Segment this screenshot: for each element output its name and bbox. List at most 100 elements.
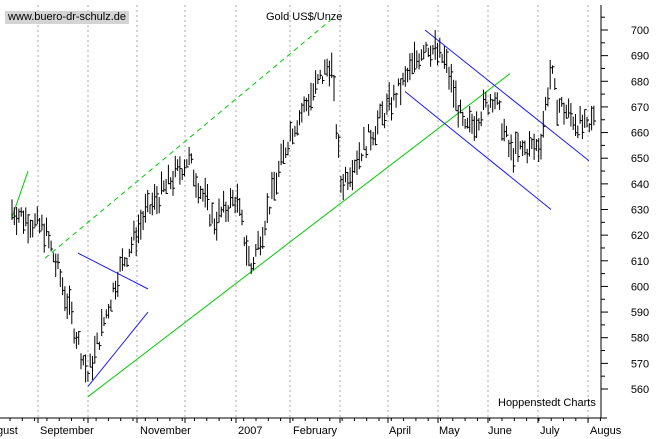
price-bar bbox=[453, 79, 456, 108]
price-bar bbox=[326, 58, 330, 77]
price-bar bbox=[331, 52, 334, 78]
price-bar bbox=[188, 146, 192, 166]
price-bar bbox=[402, 72, 405, 86]
price-bar bbox=[55, 253, 58, 278]
price-bar bbox=[584, 109, 587, 128]
price-bar bbox=[299, 110, 302, 126]
price-bar bbox=[588, 123, 592, 133]
price-bar bbox=[96, 332, 100, 345]
price-bar bbox=[501, 123, 504, 141]
price-bar bbox=[510, 134, 514, 161]
price-bar bbox=[257, 230, 261, 250]
y-tick-label: 560 bbox=[631, 384, 649, 396]
price-bar bbox=[540, 133, 543, 160]
price-bar bbox=[450, 63, 454, 93]
trendline-long-term-uptrend-support bbox=[87, 73, 511, 398]
price-bar bbox=[207, 184, 210, 211]
price-bar bbox=[356, 150, 359, 175]
price-bar bbox=[480, 111, 484, 127]
price-bar bbox=[296, 120, 300, 136]
price-bar bbox=[529, 131, 532, 157]
chart-title: Gold US$/Unze bbox=[266, 11, 343, 23]
price-bar bbox=[220, 206, 224, 218]
x-tick-label: April bbox=[389, 425, 411, 437]
price-bar bbox=[494, 92, 497, 110]
x-tick-label: November bbox=[140, 425, 191, 437]
price-bar bbox=[264, 220, 267, 236]
price-bar bbox=[234, 196, 238, 214]
price-bar bbox=[186, 159, 189, 168]
price-bar bbox=[358, 142, 362, 170]
price-bar bbox=[439, 37, 442, 58]
price-bar bbox=[483, 89, 486, 110]
trendline-downtrend-lower bbox=[404, 91, 552, 210]
y-tick-label: 620 bbox=[631, 230, 649, 242]
price-bar bbox=[13, 207, 17, 226]
y-tick-label: 580 bbox=[631, 333, 649, 345]
price-bar bbox=[506, 125, 509, 138]
price-bar bbox=[386, 93, 389, 115]
price-bar bbox=[190, 153, 194, 164]
price-bar bbox=[531, 138, 534, 149]
price-bar bbox=[103, 317, 106, 326]
price-bar bbox=[328, 60, 332, 87]
price-bar bbox=[349, 167, 353, 187]
price-bar bbox=[27, 214, 31, 244]
price-bar bbox=[213, 218, 217, 235]
price-bar bbox=[319, 69, 323, 79]
price-bar bbox=[558, 98, 562, 113]
price-bar bbox=[575, 114, 578, 136]
price-bar bbox=[345, 166, 348, 183]
price-bar bbox=[577, 125, 580, 139]
price-bar bbox=[138, 214, 141, 244]
price-bar bbox=[18, 208, 21, 223]
price-bar bbox=[441, 53, 445, 64]
price-bar bbox=[211, 202, 215, 224]
price-bar bbox=[98, 341, 102, 350]
y-tick-label: 650 bbox=[631, 153, 649, 165]
price-bar bbox=[269, 206, 272, 215]
price-bar bbox=[108, 304, 111, 319]
price-bar bbox=[46, 217, 49, 237]
price-bar bbox=[563, 102, 566, 125]
price-bar bbox=[216, 211, 219, 241]
price-bar bbox=[223, 190, 226, 213]
price-bar bbox=[276, 172, 279, 195]
price-bar bbox=[16, 207, 19, 235]
price-bar bbox=[105, 309, 109, 319]
price-bar bbox=[271, 171, 274, 200]
price-bar bbox=[282, 139, 286, 164]
price-bar bbox=[368, 124, 371, 133]
price-bar bbox=[195, 173, 198, 198]
price-bar bbox=[165, 178, 169, 194]
price-bar bbox=[184, 159, 187, 177]
price-bar bbox=[87, 371, 90, 382]
price-bar bbox=[209, 214, 212, 227]
price-bar bbox=[236, 183, 240, 213]
price-bar bbox=[471, 113, 474, 134]
price-bar bbox=[85, 354, 88, 383]
x-tick-label: July bbox=[540, 425, 560, 437]
price-bar bbox=[317, 74, 320, 85]
y-tick-label: 570 bbox=[631, 358, 649, 370]
price-bar bbox=[294, 125, 297, 137]
price-bar bbox=[395, 92, 399, 108]
price-bar bbox=[11, 199, 14, 220]
price-bar bbox=[250, 262, 254, 275]
price-bar bbox=[36, 206, 40, 225]
price-bar bbox=[292, 128, 295, 145]
price-bar bbox=[197, 183, 201, 204]
price-bar bbox=[503, 118, 507, 142]
price-bar bbox=[218, 198, 221, 223]
price-bar bbox=[515, 131, 518, 154]
price-bar bbox=[476, 111, 479, 138]
price-bar bbox=[243, 237, 247, 247]
price-bar bbox=[469, 106, 472, 133]
price-bar bbox=[489, 94, 493, 108]
price-bar bbox=[455, 80, 458, 112]
price-bar bbox=[170, 177, 173, 190]
price-bar bbox=[549, 60, 553, 90]
price-bar bbox=[473, 116, 477, 141]
price-bar bbox=[161, 171, 164, 195]
price-bar bbox=[301, 102, 304, 123]
